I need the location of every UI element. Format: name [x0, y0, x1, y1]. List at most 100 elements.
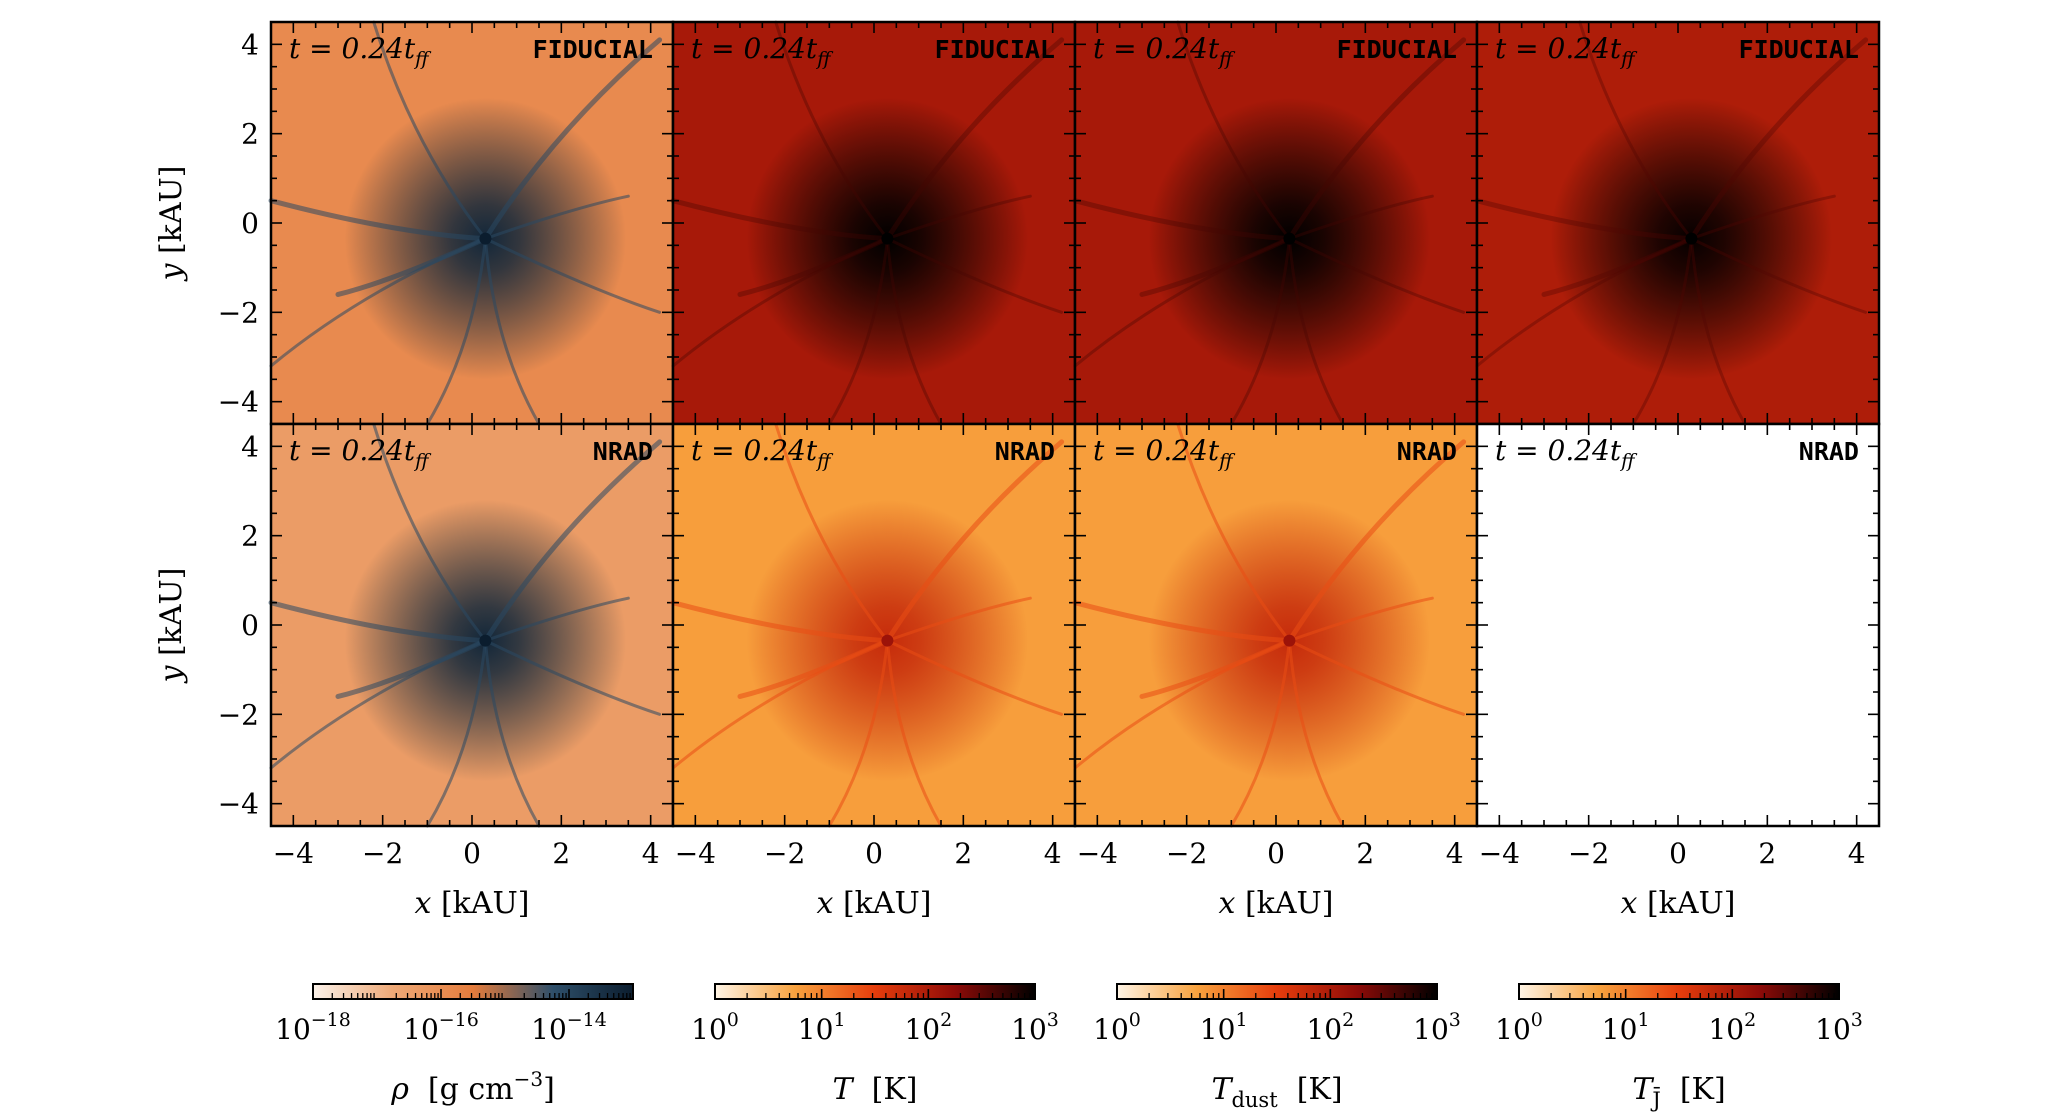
filament [483, 639, 541, 828]
colorbar-rho: 10−18 10−16 10−14 ρ [g cm−3] [275, 983, 634, 1107]
filament [1139, 236, 1292, 297]
x-tick-label: 2 [552, 837, 570, 870]
colorbar-label: Tdust [K] [1211, 1072, 1342, 1112]
x-tick-label: 4 [1044, 837, 1062, 870]
filament [1631, 237, 1693, 426]
filament [827, 639, 889, 828]
run-label: NRAD [995, 437, 1055, 466]
x-tick-label: −4 [1077, 837, 1118, 870]
filament [1229, 237, 1291, 426]
filament [1287, 639, 1466, 716]
filament [1286, 37, 1467, 242]
y-tick-label: 0 [241, 609, 259, 642]
y-tick-label: −2 [218, 698, 259, 731]
filament [1475, 237, 1693, 368]
x-axis-label: x [kAU] [1219, 886, 1334, 921]
filament [1541, 236, 1694, 297]
panel-nrad-t_j: t = 0.24tff NRAD −4 −2 0 2 4 x [kAU] [1475, 422, 1881, 921]
filament [827, 237, 889, 426]
filament [884, 37, 1065, 242]
filament [884, 439, 1065, 644]
colorbar-tick-label: 102 [1306, 1009, 1354, 1046]
x-tick-label: 0 [463, 837, 481, 870]
time-annotation: t = 0.24tff [1495, 434, 1638, 472]
colorbar-tick-label: 10−14 [531, 1009, 607, 1046]
x-tick-label: 0 [1267, 837, 1285, 870]
central-core [1283, 634, 1296, 647]
time-annotation: t = 0.24tff [1495, 32, 1638, 70]
filament [1229, 639, 1291, 828]
filament [483, 596, 630, 643]
filament [1287, 639, 1345, 828]
time-annotation: t = 0.24tff [1093, 32, 1236, 70]
filament [268, 198, 488, 242]
panel-field [673, 22, 1075, 424]
filament [737, 236, 890, 297]
y-tick-label: 4 [241, 28, 259, 61]
central-core [1685, 232, 1698, 245]
panel-fiducial-t_dust: t = 0.24tff FIDUCIAL [1072, 20, 1479, 426]
filament [1176, 422, 1291, 643]
filament [372, 422, 487, 643]
x-tick-label: 4 [1848, 837, 1866, 870]
filament [483, 639, 662, 716]
filament [483, 194, 630, 241]
run-label: FIDUCIAL [533, 35, 653, 64]
colorbar-tick-label: 101 [1602, 1009, 1650, 1046]
colorbar-t: 100 101 102 103 T [K] [691, 983, 1059, 1107]
colorbar-tick-label: 103 [1011, 1009, 1059, 1046]
y-tick-label: −4 [218, 788, 259, 821]
x-tick-label: −2 [1568, 837, 1609, 870]
run-label: FIDUCIAL [935, 35, 1055, 64]
x-tick-label: 4 [642, 837, 660, 870]
filament [1072, 600, 1292, 644]
colorbar-tick-label: 10−18 [275, 1009, 351, 1046]
time-annotation: t = 0.24tff [289, 434, 432, 472]
y-tick-label: 4 [241, 430, 259, 463]
filament [885, 596, 1032, 643]
panel-fiducial-rho: t = 0.24tff FIDUCIAL −4 −2 0 2 4 y [kAU] [154, 20, 675, 426]
filament [482, 37, 663, 242]
x-tick-label: −4 [1479, 837, 1520, 870]
filament [425, 639, 487, 828]
filament [482, 439, 663, 644]
colorbar-tick-label: 100 [1093, 1009, 1141, 1046]
filament [670, 600, 890, 644]
x-tick-label: −2 [1166, 837, 1207, 870]
time-annotation: t = 0.24tff [289, 32, 432, 70]
filament [1287, 237, 1345, 426]
central-core [1283, 232, 1296, 245]
run-label: NRAD [1397, 437, 1457, 466]
x-tick-label: 2 [1758, 837, 1776, 870]
colorbar-label: ρ [g cm−3] [390, 1067, 555, 1107]
x-tick-label: −2 [362, 837, 403, 870]
colorbar-gradient [1117, 984, 1437, 999]
colorbar-label: T [K] [833, 1072, 918, 1107]
filament [1072, 198, 1292, 242]
filament [269, 639, 487, 770]
x-axis-label: x [kAU] [1621, 886, 1736, 921]
x-tick-label: 2 [954, 837, 972, 870]
filament [1689, 237, 1868, 314]
x-tick-label: 0 [1669, 837, 1687, 870]
panel-fiducial-t_j: t = 0.24tff FIDUCIAL [1474, 20, 1881, 426]
panel-nrad-t: t = 0.24tff NRAD −4 −2 0 2 4 x [kAU] [670, 422, 1077, 921]
run-label: FIDUCIAL [1337, 35, 1457, 64]
x-tick-label: 0 [865, 837, 883, 870]
y-axis-label: y [kAU] [154, 567, 189, 684]
y-tick-label: 2 [241, 520, 259, 553]
filament [1474, 198, 1694, 242]
colorbar-tick-label: 101 [1200, 1009, 1248, 1046]
filament [670, 198, 890, 242]
x-tick-label: −4 [273, 837, 314, 870]
colorbar-t_dust: 100 101 102 103 Tdust [K] [1093, 983, 1461, 1112]
filament [425, 237, 487, 426]
time-annotation: t = 0.24tff [691, 434, 834, 472]
filament [885, 237, 943, 426]
central-core [881, 634, 894, 647]
x-tick-label: 4 [1446, 837, 1464, 870]
panel-fiducial-t: t = 0.24tff FIDUCIAL [670, 20, 1077, 426]
filament [1688, 37, 1869, 242]
filament [1287, 237, 1466, 314]
